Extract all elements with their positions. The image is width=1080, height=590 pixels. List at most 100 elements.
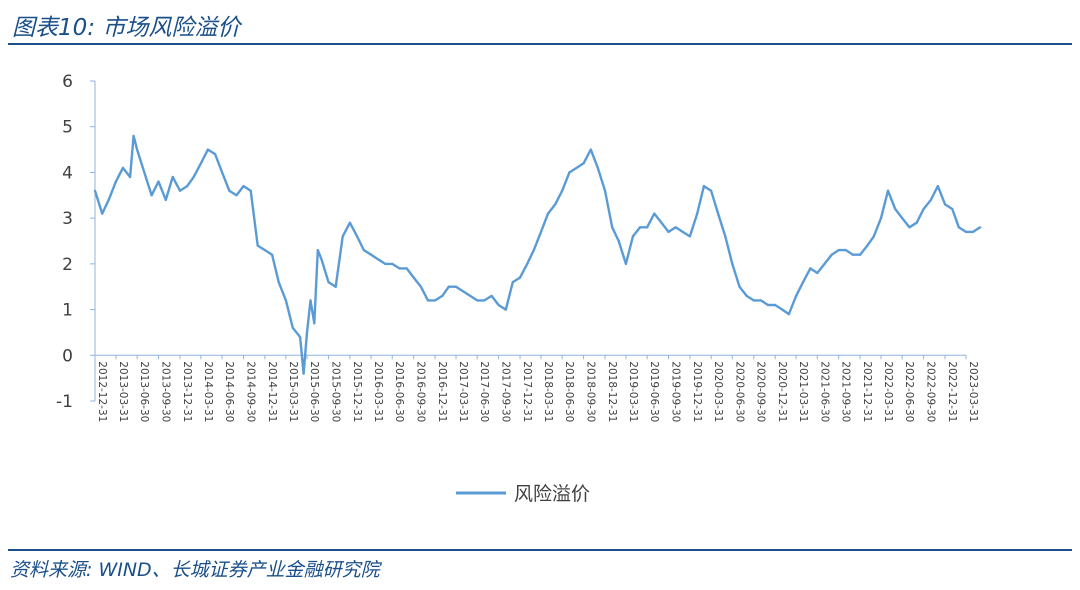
x-tick-label: 2017-12-31	[521, 361, 533, 422]
data-point	[886, 189, 890, 192]
data-point	[964, 230, 968, 233]
x-tick-label: 2021-06-30	[818, 361, 830, 422]
data-point	[114, 180, 117, 183]
data-point	[617, 239, 620, 243]
data-point	[710, 189, 713, 192]
data-point	[490, 294, 493, 297]
data-point	[376, 258, 380, 261]
x-tick-label: 2015-06-30	[308, 361, 320, 422]
source-note: 资料来源: WIND、长城证券产业金融研究院	[10, 559, 380, 581]
y-tick-label: 0	[62, 346, 73, 366]
data-point	[504, 308, 507, 311]
x-tick-label: 2020-03-31	[712, 361, 724, 422]
data-point	[957, 226, 960, 229]
data-point	[944, 203, 947, 206]
x-tick-label: 2013-06-30	[138, 361, 150, 422]
data-point	[469, 294, 472, 297]
data-point	[823, 262, 826, 265]
data-point	[766, 303, 770, 307]
data-point	[309, 299, 312, 302]
x-tick-label: 2014-03-31	[202, 361, 214, 422]
data-point	[178, 189, 182, 192]
data-point	[391, 262, 394, 265]
x-tick-label: 2018-09-30	[585, 361, 597, 422]
data-point	[554, 203, 557, 206]
x-tick-label: 2016-03-31	[372, 361, 384, 422]
data-point	[284, 299, 287, 302]
data-point	[802, 281, 805, 284]
data-point	[929, 198, 933, 201]
data-point	[631, 235, 635, 238]
data-point	[971, 230, 975, 233]
data-point	[299, 335, 302, 339]
x-tick-label: 2022-12-31	[946, 361, 958, 422]
data-point	[688, 235, 692, 238]
x-tick-label: 2014-06-30	[223, 361, 235, 422]
x-tick-label: 2019-03-31	[627, 361, 639, 422]
y-tick-label: -1	[56, 392, 73, 412]
data-point	[441, 294, 444, 297]
x-tick-label: 2014-09-30	[245, 361, 257, 422]
x-tick-label: 2017-06-30	[478, 361, 490, 422]
x-tick-label: 2015-12-31	[351, 361, 363, 422]
data-point	[107, 198, 110, 201]
x-tick-label: 2022-03-31	[882, 361, 894, 422]
data-point	[901, 217, 904, 220]
data-point	[568, 171, 571, 174]
data-point	[702, 185, 706, 188]
data-point	[674, 226, 677, 229]
data-point	[228, 189, 231, 192]
data-point	[121, 166, 124, 169]
x-tick-label: 2018-12-31	[606, 361, 618, 422]
data-point	[603, 189, 607, 192]
data-point	[816, 271, 819, 275]
data-point	[511, 281, 514, 284]
data-point	[263, 249, 266, 252]
legend-label: 风险溢价	[514, 483, 590, 505]
data-point	[271, 253, 274, 256]
data-point	[774, 303, 777, 307]
data-point	[752, 299, 755, 302]
data-point	[851, 253, 855, 256]
data-point	[483, 299, 486, 302]
x-tick-label: 2019-09-30	[670, 361, 682, 422]
data-point	[150, 194, 153, 197]
series-line	[93, 134, 981, 375]
data-point	[879, 217, 883, 220]
data-point	[348, 221, 351, 224]
data-point	[313, 322, 316, 325]
y-tick-label: 5	[62, 118, 73, 138]
x-axis: 2012-12-31 2013-03-31 2013-06-30 2013-09-30…	[94, 354, 979, 422]
data-point	[830, 253, 833, 256]
data-point	[320, 258, 323, 261]
data-point	[334, 285, 337, 288]
data-point	[398, 267, 401, 270]
data-point	[384, 262, 387, 265]
data-point	[667, 230, 670, 233]
data-point	[214, 153, 217, 156]
data-point	[582, 162, 585, 165]
data-point	[809, 267, 812, 270]
data-point	[192, 175, 195, 179]
data-point	[894, 207, 897, 211]
data-point	[143, 171, 146, 174]
data-point	[738, 285, 741, 288]
x-tick-label: 2012-12-31	[96, 361, 108, 422]
data-point	[795, 294, 798, 297]
x-tick-label: 2017-09-30	[500, 361, 512, 422]
data-point	[447, 285, 450, 288]
data-point	[497, 303, 500, 307]
data-point	[419, 285, 422, 288]
data-point	[837, 249, 840, 252]
data-point	[476, 299, 479, 302]
data-point	[844, 249, 848, 252]
data-point	[199, 162, 202, 165]
x-tick-label: 2013-12-31	[181, 361, 193, 422]
data-point	[908, 226, 911, 229]
x-tick-label: 2015-03-31	[287, 361, 299, 422]
x-tick-label: 2021-12-31	[861, 361, 873, 422]
data-point	[696, 212, 699, 215]
data-point	[759, 299, 763, 302]
data-point	[291, 326, 294, 329]
x-tick-label: 2013-09-30	[160, 361, 172, 422]
